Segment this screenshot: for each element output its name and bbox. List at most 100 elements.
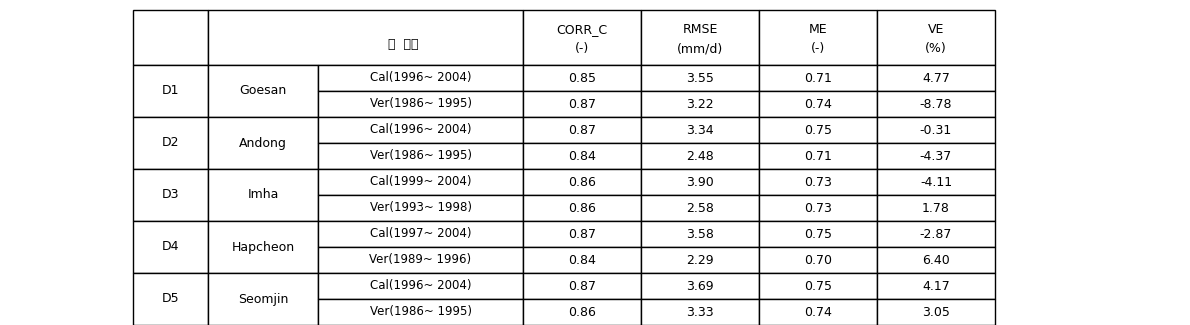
Text: 0.74: 0.74 xyxy=(804,306,832,318)
Text: (mm/d): (mm/d) xyxy=(677,42,724,55)
Bar xyxy=(641,169,759,195)
Text: VE: VE xyxy=(928,23,944,36)
Bar xyxy=(759,91,877,117)
Text: D2: D2 xyxy=(162,136,180,150)
Bar xyxy=(877,247,995,273)
Text: 2.58: 2.58 xyxy=(687,202,714,214)
Bar xyxy=(133,117,208,169)
Bar xyxy=(759,117,877,143)
Bar xyxy=(522,195,641,221)
Text: -2.87: -2.87 xyxy=(920,227,952,240)
Text: -8.78: -8.78 xyxy=(920,98,952,111)
Text: Andong: Andong xyxy=(239,136,287,150)
Text: 0.71: 0.71 xyxy=(804,72,832,84)
Bar xyxy=(641,195,759,221)
Bar xyxy=(133,169,208,221)
Text: D4: D4 xyxy=(162,240,180,254)
Bar xyxy=(759,143,877,169)
Text: 3.22: 3.22 xyxy=(687,98,714,111)
Text: 0.87: 0.87 xyxy=(568,98,596,111)
Text: 0.73: 0.73 xyxy=(804,202,832,214)
Text: 0.85: 0.85 xyxy=(568,72,596,84)
Text: 0.86: 0.86 xyxy=(568,202,596,214)
Text: 6.40: 6.40 xyxy=(922,254,950,266)
Bar xyxy=(318,247,522,273)
Bar xyxy=(641,117,759,143)
Text: -0.31: -0.31 xyxy=(920,124,952,136)
Bar xyxy=(759,10,877,65)
Text: 3.33: 3.33 xyxy=(687,306,714,318)
Bar xyxy=(759,65,877,91)
Bar xyxy=(877,273,995,299)
Bar xyxy=(877,169,995,195)
Text: 3.05: 3.05 xyxy=(922,306,950,318)
Bar xyxy=(522,221,641,247)
Text: RMSE: RMSE xyxy=(682,23,718,36)
Text: Cal(1996~ 2004): Cal(1996~ 2004) xyxy=(370,280,471,292)
Text: 0.87: 0.87 xyxy=(568,124,596,136)
Bar xyxy=(522,117,641,143)
Text: Cal(1999~ 2004): Cal(1999~ 2004) xyxy=(370,176,471,188)
Text: 0.84: 0.84 xyxy=(568,254,596,266)
Bar xyxy=(641,299,759,325)
Bar xyxy=(318,117,522,143)
Text: (-): (-) xyxy=(810,42,825,55)
Text: 3.55: 3.55 xyxy=(687,72,714,84)
Text: -4.37: -4.37 xyxy=(920,150,952,162)
Bar xyxy=(318,169,522,195)
Text: 0.70: 0.70 xyxy=(804,254,832,266)
Text: 2.29: 2.29 xyxy=(687,254,714,266)
Bar xyxy=(759,247,877,273)
Text: 0.74: 0.74 xyxy=(804,98,832,111)
Bar xyxy=(208,65,318,117)
Text: 4.17: 4.17 xyxy=(922,280,950,292)
Bar xyxy=(641,143,759,169)
Bar xyxy=(318,273,522,299)
Bar xyxy=(522,91,641,117)
Text: Ver(1989~ 1996): Ver(1989~ 1996) xyxy=(369,254,471,266)
Bar xyxy=(522,10,641,65)
Bar xyxy=(877,91,995,117)
Bar xyxy=(759,169,877,195)
Bar xyxy=(133,65,208,117)
Text: 0.75: 0.75 xyxy=(804,227,832,240)
Text: Cal(1996~ 2004): Cal(1996~ 2004) xyxy=(370,124,471,136)
Bar xyxy=(877,195,995,221)
Text: Imha: Imha xyxy=(248,188,278,202)
Bar xyxy=(641,221,759,247)
Text: 2.48: 2.48 xyxy=(687,150,714,162)
Bar xyxy=(877,117,995,143)
Bar xyxy=(877,143,995,169)
Bar xyxy=(133,10,208,65)
Text: 0.87: 0.87 xyxy=(568,227,596,240)
Text: 0.84: 0.84 xyxy=(568,150,596,162)
Bar xyxy=(318,143,522,169)
Text: 3.90: 3.90 xyxy=(687,176,714,188)
Bar xyxy=(318,91,522,117)
Bar xyxy=(133,221,208,273)
Bar xyxy=(522,169,641,195)
Bar xyxy=(522,247,641,273)
Bar xyxy=(877,299,995,325)
Bar xyxy=(318,65,522,91)
Text: 댐  지역: 댐 지역 xyxy=(388,38,419,51)
Bar xyxy=(522,65,641,91)
Bar xyxy=(522,299,641,325)
Text: 0.71: 0.71 xyxy=(804,150,832,162)
Bar xyxy=(759,195,877,221)
Bar xyxy=(208,117,318,169)
Text: Ver(1993~ 1998): Ver(1993~ 1998) xyxy=(370,202,471,214)
Bar xyxy=(208,10,522,65)
Text: D1: D1 xyxy=(162,84,180,98)
Text: Ver(1986~ 1995): Ver(1986~ 1995) xyxy=(370,98,471,111)
Bar xyxy=(133,273,208,325)
Bar xyxy=(208,221,318,273)
Text: CORR_C: CORR_C xyxy=(557,23,608,36)
Text: Cal(1997~ 2004): Cal(1997~ 2004) xyxy=(370,227,471,240)
Bar xyxy=(318,221,522,247)
Text: 0.86: 0.86 xyxy=(568,176,596,188)
Text: (%): (%) xyxy=(925,42,947,55)
Text: 1.78: 1.78 xyxy=(922,202,950,214)
Text: Ver(1986~ 1995): Ver(1986~ 1995) xyxy=(370,150,471,162)
Bar xyxy=(641,247,759,273)
